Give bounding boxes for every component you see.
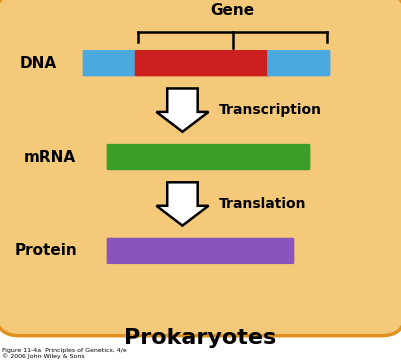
FancyBboxPatch shape	[83, 50, 138, 76]
Text: Prokaryotes: Prokaryotes	[124, 327, 277, 348]
Text: Gene: Gene	[211, 3, 255, 18]
FancyBboxPatch shape	[107, 238, 294, 264]
Polygon shape	[156, 88, 209, 132]
FancyBboxPatch shape	[107, 144, 310, 170]
Polygon shape	[156, 182, 209, 226]
Text: DNA: DNA	[20, 56, 57, 71]
Text: Protein: Protein	[15, 243, 77, 258]
Text: Translation: Translation	[219, 197, 306, 211]
FancyBboxPatch shape	[267, 50, 330, 76]
Text: mRNA: mRNA	[24, 149, 76, 165]
FancyBboxPatch shape	[0, 0, 401, 336]
Text: Figure 11-4a  Principles of Genetics, 4/e
© 2006 John Wiley & Sons: Figure 11-4a Principles of Genetics, 4/e…	[2, 348, 127, 359]
FancyBboxPatch shape	[135, 50, 270, 76]
Text: Transcription: Transcription	[219, 103, 322, 117]
